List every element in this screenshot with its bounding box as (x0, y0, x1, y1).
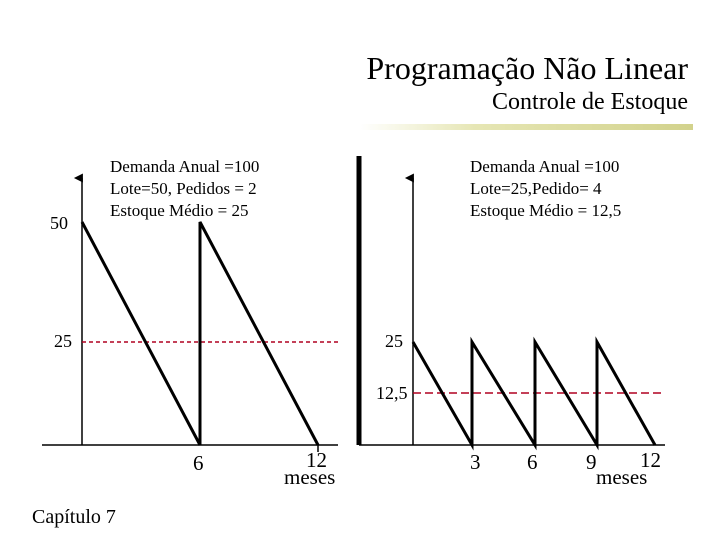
right-info-line-1: Demanda Anual =100 (470, 157, 620, 176)
title-divider (360, 124, 693, 130)
left-y-label-avg: 25 (54, 331, 72, 351)
left-info-line-2: Lote=50, Pedidos = 2 (110, 179, 257, 198)
left-x-unit: meses (284, 465, 336, 489)
left-info-line-3: Estoque Médio = 25 (110, 201, 249, 220)
left-y-label-top: 50 (50, 213, 68, 233)
right-x-unit: meses (596, 465, 648, 489)
slide-subtitle: Controle de Estoque (492, 89, 688, 115)
right-y-label-avg: 12,5 (376, 383, 408, 403)
left-info-line-1: Demanda Anual =100 (110, 157, 260, 176)
left-x-label-12: 12 (306, 448, 327, 472)
chapter-label: Capítulo 7 (32, 506, 116, 528)
left-stock-sawtooth (80, 221, 320, 446)
slide-title: Programação Não Linear (366, 50, 688, 86)
right-x-label-3: 3 (470, 450, 481, 474)
right-info-line-3: Estoque Médio = 12,5 (470, 201, 622, 220)
right-info-line-2: Lote=25,Pedido= 4 (470, 179, 602, 198)
right-y-label-top: 25 (385, 331, 403, 351)
left-x-label-6: 6 (193, 451, 204, 475)
right-x-label-12: 12 (640, 448, 661, 472)
right-x-label-9: 9 (586, 450, 597, 474)
right-x-label-6: 6 (527, 450, 538, 474)
